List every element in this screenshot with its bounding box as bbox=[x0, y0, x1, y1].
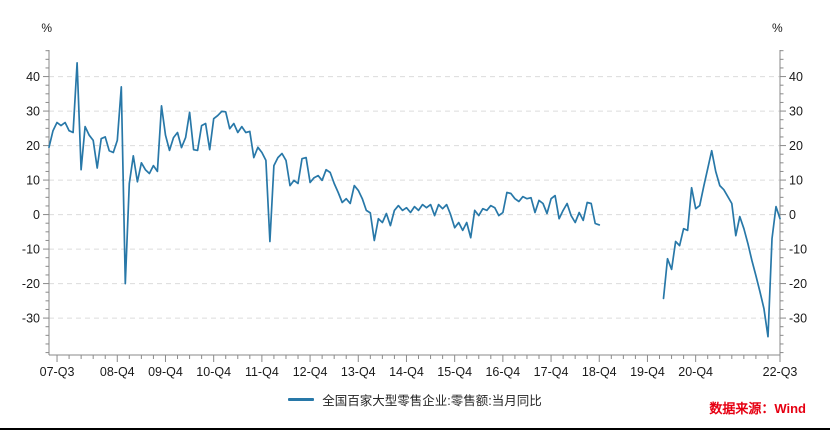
svg-text:13-Q4: 13-Q4 bbox=[341, 365, 376, 379]
svg-text:16-Q4: 16-Q4 bbox=[485, 365, 520, 379]
svg-text:-10: -10 bbox=[789, 242, 807, 256]
svg-text:12-Q4: 12-Q4 bbox=[293, 365, 328, 379]
svg-text:09-Q4: 09-Q4 bbox=[148, 365, 183, 379]
svg-text:-20: -20 bbox=[22, 277, 40, 291]
svg-text:30: 30 bbox=[26, 104, 40, 118]
svg-text:17-Q4: 17-Q4 bbox=[534, 365, 569, 379]
svg-text:40: 40 bbox=[26, 70, 40, 84]
svg-text:15-Q4: 15-Q4 bbox=[437, 365, 472, 379]
svg-text:0: 0 bbox=[33, 208, 40, 222]
svg-text:-10: -10 bbox=[22, 242, 40, 256]
svg-text:07-Q3: 07-Q3 bbox=[40, 365, 75, 379]
svg-text:14-Q4: 14-Q4 bbox=[389, 365, 424, 379]
legend-line-swatch bbox=[288, 397, 315, 401]
svg-text:-20: -20 bbox=[789, 277, 807, 291]
svg-text:10-Q4: 10-Q4 bbox=[196, 365, 231, 379]
svg-text:10: 10 bbox=[26, 173, 40, 187]
svg-text:08-Q4: 08-Q4 bbox=[100, 365, 135, 379]
line-chart-plot: -30 -30 -20 -20 -10 -10 0 0 10 10 20 20 30 30 40 40 07-Q… bbox=[22, 50, 807, 379]
legend-series-label: 全国百家大型零售企业:零售额:当月同比 bbox=[322, 393, 542, 408]
svg-text:30: 30 bbox=[789, 104, 803, 118]
svg-text:20: 20 bbox=[789, 139, 803, 153]
svg-text:11-Q4: 11-Q4 bbox=[245, 365, 279, 379]
svg-text:-30: -30 bbox=[22, 311, 40, 325]
svg-text:-30: -30 bbox=[789, 311, 807, 325]
svg-text:0: 0 bbox=[789, 208, 796, 222]
chart-legend: 全国百家大型零售企业:零售额:当月同比 bbox=[0, 390, 830, 408]
svg-text:10: 10 bbox=[789, 173, 803, 187]
svg-text:20: 20 bbox=[26, 139, 40, 153]
y-axis-unit-right: % bbox=[772, 21, 783, 35]
svg-text:18-Q4: 18-Q4 bbox=[582, 365, 617, 379]
bottom-divider bbox=[0, 428, 830, 430]
data-source-note: 数据来源：Wind bbox=[709, 401, 806, 416]
y-axis-unit-left: % bbox=[41, 21, 52, 35]
svg-text:19-Q4: 19-Q4 bbox=[630, 365, 665, 379]
svg-text:20-Q4: 20-Q4 bbox=[678, 365, 713, 379]
svg-text:22-Q3: 22-Q3 bbox=[763, 365, 798, 379]
svg-text:40: 40 bbox=[789, 70, 803, 84]
